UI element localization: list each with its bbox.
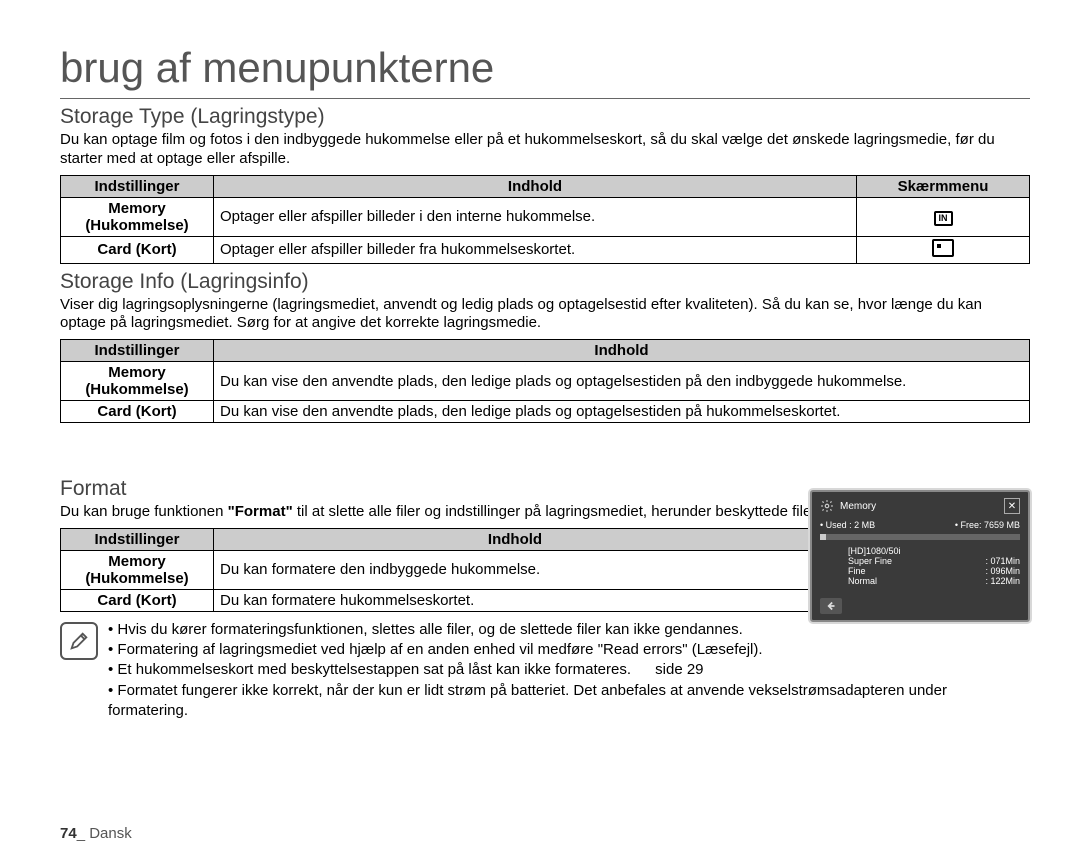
th-content: Indhold: [214, 340, 1030, 362]
screen-row-name: Normal: [848, 576, 877, 586]
cell-content: Du kan vise den anvendte plads, den ledi…: [214, 362, 1030, 401]
screen-row-name: Super Fine: [848, 556, 892, 566]
screen-preview: Memory ✕ • Used : 2 MB • Free: 7659 MB […: [810, 490, 1030, 622]
cell-content: Optager eller afspiller billeder i den i…: [214, 197, 857, 236]
cell-setting: Memory (Hukommelse): [61, 550, 214, 589]
th-content: Indhold: [214, 528, 817, 550]
back-icon: [820, 598, 842, 614]
cell-setting: Card (Kort): [61, 401, 214, 423]
cell-content: Optager eller afspiller billeder fra huk…: [214, 236, 857, 263]
gear-icon: [820, 499, 834, 513]
cell-icon: IN: [857, 197, 1030, 236]
screen-row-name: Fine: [848, 566, 866, 576]
intro-storage-info: Viser dig lagringsoplysningerne (lagring…: [60, 296, 1030, 334]
cell-icon: [857, 236, 1030, 263]
cell-content: Du kan formatere den indbyggede hukommel…: [214, 550, 817, 589]
screen-row-val: : 071Min: [985, 556, 1020, 566]
storage-bar: [820, 534, 1020, 540]
th-content: Indhold: [214, 175, 857, 197]
intro-format: Du kan bruge funktionen "Format" til at …: [60, 503, 840, 522]
table-storage-info: Indstillinger Indhold Memory (Hukommelse…: [60, 339, 1030, 423]
cell-setting: Card (Kort): [61, 589, 214, 611]
heading-storage-info: Storage Info (Lagringsinfo): [60, 270, 1030, 294]
table-row: Memory (Hukommelse) Du kan vise den anve…: [61, 362, 1030, 401]
table-row: Memory (Hukommelse) Optager eller afspil…: [61, 197, 1030, 236]
screen-row-val: : 122Min: [985, 576, 1020, 586]
cell-setting: Card (Kort): [61, 236, 214, 263]
table-row: Card (Kort) Du kan vise den anvendte pla…: [61, 401, 1030, 423]
note-item: Formatet fungerer ikke korrekt, når der …: [108, 681, 1030, 722]
screen-row-val: : 096Min: [985, 566, 1020, 576]
screen-title: Memory: [840, 501, 876, 512]
cell-content: Du kan vise den anvendte plads, den ledi…: [214, 401, 1030, 423]
th-settings: Indstillinger: [61, 175, 214, 197]
close-icon: ✕: [1004, 498, 1020, 514]
page-title: brug af menupunkterne: [60, 44, 1030, 99]
screen-used: • Used : 2 MB: [820, 520, 875, 530]
screen-mode: [HD]1080/50i: [848, 546, 901, 556]
page-footer: 74_ Dansk: [60, 825, 132, 842]
th-settings: Indstillinger: [61, 340, 214, 362]
th-screenmenu: Skærmmenu: [857, 175, 1030, 197]
note-list: Hvis du kører formateringsfunktionen, sl…: [108, 620, 1030, 721]
table-row: Card (Kort) Optager eller afspiller bill…: [61, 236, 1030, 263]
note-item: Formatering af lagringsmediet ved hjælp …: [108, 640, 1030, 660]
cell-setting: Memory (Hukommelse): [61, 362, 214, 401]
screen-free: • Free: 7659 MB: [955, 520, 1020, 530]
intro-storage-type: Du kan optage film og fotos i den indbyg…: [60, 131, 1030, 169]
cell-content: Du kan formatere hukommelseskortet.: [214, 589, 817, 611]
cell-setting: Memory (Hukommelse): [61, 197, 214, 236]
memory-in-icon: IN: [934, 211, 953, 226]
table-storage-type: Indstillinger Indhold Skærmmenu Memory (…: [60, 175, 1030, 264]
th-settings: Indstillinger: [61, 528, 214, 550]
heading-storage-type: Storage Type (Lagringstype): [60, 105, 1030, 129]
note-item: Hvis du kører formateringsfunktionen, sl…: [108, 620, 1030, 640]
note-item: Et hukommelseskort med beskyttelsestappe…: [108, 660, 1030, 680]
card-icon: [932, 239, 954, 257]
note-icon: [60, 622, 98, 660]
